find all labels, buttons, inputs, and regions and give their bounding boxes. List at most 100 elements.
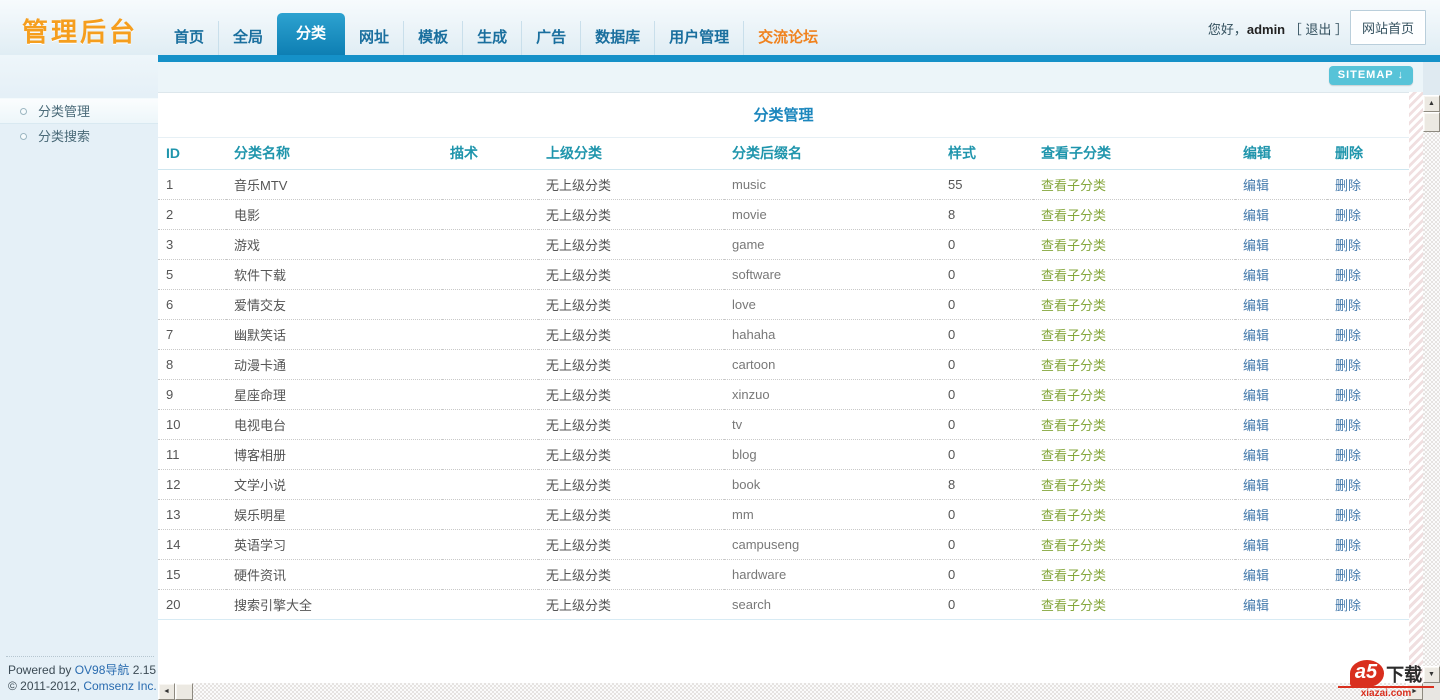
delete-link[interactable]: 删除 (1335, 237, 1362, 253)
table-body: 1 音乐MTV 无上级分类 music 55 查看子分类 编辑 删除 2 电影 … (158, 169, 1409, 620)
nav-item-forum[interactable]: 交流论坛 (743, 21, 832, 55)
delete-link[interactable]: 删除 (1335, 177, 1362, 193)
delete-link[interactable]: 删除 (1335, 357, 1362, 373)
edit-link[interactable]: 编辑 (1243, 357, 1270, 373)
view-subcategory-link[interactable]: 查看子分类 (1041, 237, 1107, 253)
cell-desc (442, 349, 538, 380)
cell-suffix: love (724, 289, 940, 320)
view-subcategory-link[interactable]: 查看子分类 (1041, 267, 1107, 283)
cell-desc (442, 529, 538, 560)
view-subcategory-link[interactable]: 查看子分类 (1041, 537, 1107, 553)
logout-link[interactable]: ［ 退出 ］ (1288, 22, 1348, 37)
category-table: ID 分类名称 描术 上级分类 分类后缀名 样式 查看子分类 编辑 删除 1 音… (158, 138, 1409, 620)
cell-parent: 无上级分类 (538, 169, 724, 200)
edit-link[interactable]: 编辑 (1243, 597, 1270, 613)
nav-item-urls[interactable]: 网址 (359, 29, 390, 46)
edit-link[interactable]: 编辑 (1243, 567, 1270, 583)
delete-link[interactable]: 删除 (1335, 537, 1362, 553)
delete-link[interactable]: 删除 (1335, 477, 1362, 493)
delete-link[interactable]: 删除 (1335, 417, 1362, 433)
cell-parent: 无上级分类 (538, 589, 724, 620)
horizontal-scrollbar[interactable]: ◄ ► (158, 683, 1423, 700)
scroll-up-button[interactable]: ▲ (1423, 95, 1440, 112)
view-subcategory-link[interactable]: 查看子分类 (1041, 567, 1107, 583)
nav-item-global[interactable]: 全局 (218, 21, 277, 55)
nav-item-category[interactable]: 分类 (277, 13, 346, 55)
edit-link[interactable]: 编辑 (1243, 507, 1270, 523)
scroll-left-button[interactable]: ◄ (158, 683, 175, 700)
cell-name: 幽默笑话 (226, 319, 442, 350)
delete-link[interactable]: 删除 (1335, 267, 1362, 283)
category-panel: 分类管理 ID 分类名称 描术 上级分类 分类后缀名 样式 查看子分类 编辑 删… (158, 92, 1409, 683)
nav-item-home[interactable]: 首页 (174, 29, 205, 46)
cell-suffix: game (724, 229, 940, 260)
vertical-scrollbar[interactable]: ▲ ▼ (1423, 95, 1440, 683)
delete-link[interactable]: 删除 (1335, 507, 1362, 523)
cell-style: 55 (940, 169, 1033, 200)
view-subcategory-link[interactable]: 查看子分类 (1041, 597, 1107, 613)
nav-item-users[interactable]: 用户管理 (654, 21, 743, 55)
delete-link[interactable]: 删除 (1335, 327, 1362, 343)
view-subcategory-link[interactable]: 查看子分类 (1041, 357, 1107, 373)
view-subcategory-link[interactable]: 查看子分类 (1041, 207, 1107, 223)
cell-desc (442, 229, 538, 260)
cell-parent: 无上级分类 (538, 499, 724, 530)
edit-link[interactable]: 编辑 (1243, 207, 1270, 223)
col-header-delete: 删除 (1327, 138, 1409, 170)
cell-suffix: mm (724, 499, 940, 530)
delete-link[interactable]: 删除 (1335, 567, 1362, 583)
edit-link[interactable]: 编辑 (1243, 387, 1270, 403)
edit-link[interactable]: 编辑 (1243, 177, 1270, 193)
cell-suffix: search (724, 589, 940, 620)
nav-item-database[interactable]: 数据库 (580, 21, 654, 55)
delete-link[interactable]: 删除 (1335, 207, 1362, 223)
sitemap-button[interactable]: SITEMAP ↓ (1328, 66, 1413, 85)
cell-desc (442, 169, 538, 200)
vertical-scroll-thumb[interactable] (1423, 112, 1440, 132)
view-subcategory-link[interactable]: 查看子分类 (1041, 177, 1107, 193)
edit-link[interactable]: 编辑 (1243, 297, 1270, 313)
cell-parent: 无上级分类 (538, 439, 724, 470)
comsenz-link[interactable]: Comsenz Inc. (83, 679, 157, 693)
edit-link[interactable]: 编辑 (1243, 477, 1270, 493)
cell-parent: 无上级分类 (538, 559, 724, 590)
nav-item-generate[interactable]: 生成 (462, 21, 521, 55)
cell-style: 0 (940, 499, 1033, 530)
delete-link[interactable]: 删除 (1335, 597, 1362, 613)
nav-item-ads[interactable]: 广告 (521, 21, 580, 55)
cell-suffix: tv (724, 409, 940, 440)
cell-id: 13 (158, 499, 226, 530)
site-home-button[interactable]: 网站首页 (1349, 10, 1426, 45)
delete-link[interactable]: 删除 (1335, 447, 1362, 463)
edit-link[interactable]: 编辑 (1243, 237, 1270, 253)
nav-item-template[interactable]: 模板 (403, 21, 462, 55)
view-subcategory-link[interactable]: 查看子分类 (1041, 387, 1107, 403)
edit-link[interactable]: 编辑 (1243, 417, 1270, 433)
edit-link[interactable]: 编辑 (1243, 537, 1270, 553)
edit-link[interactable]: 编辑 (1243, 447, 1270, 463)
a5-xiazai-watermark: a5 下载 xiazai.com (1338, 660, 1434, 699)
horizontal-scroll-thumb[interactable] (175, 683, 193, 700)
view-subcategory-link[interactable]: 查看子分类 (1041, 447, 1107, 463)
sidebar-item-category-search[interactable]: 分类搜索 (0, 124, 158, 150)
cell-id: 10 (158, 409, 226, 440)
ov98-link[interactable]: OV98导航 (74, 663, 130, 677)
view-subcategory-link[interactable]: 查看子分类 (1041, 477, 1107, 493)
cell-style: 0 (940, 229, 1033, 260)
view-subcategory-link[interactable]: 查看子分类 (1041, 327, 1107, 343)
cell-parent: 无上级分类 (538, 289, 724, 320)
cell-suffix: book (724, 469, 940, 500)
table-row: 13 娱乐明星 无上级分类 mm 0 查看子分类 编辑 删除 (158, 499, 1409, 530)
delete-link[interactable]: 删除 (1335, 297, 1362, 313)
view-subcategory-link[interactable]: 查看子分类 (1041, 297, 1107, 313)
cell-name: 爱情交友 (226, 289, 442, 320)
cell-desc (442, 289, 538, 320)
view-subcategory-link[interactable]: 查看子分类 (1041, 417, 1107, 433)
cell-parent: 无上级分类 (538, 349, 724, 380)
cell-parent: 无上级分类 (538, 409, 724, 440)
sidebar-item-category-manage[interactable]: 分类管理 (0, 98, 158, 124)
delete-link[interactable]: 删除 (1335, 387, 1362, 403)
edit-link[interactable]: 编辑 (1243, 267, 1270, 283)
edit-link[interactable]: 编辑 (1243, 327, 1270, 343)
view-subcategory-link[interactable]: 查看子分类 (1041, 507, 1107, 523)
